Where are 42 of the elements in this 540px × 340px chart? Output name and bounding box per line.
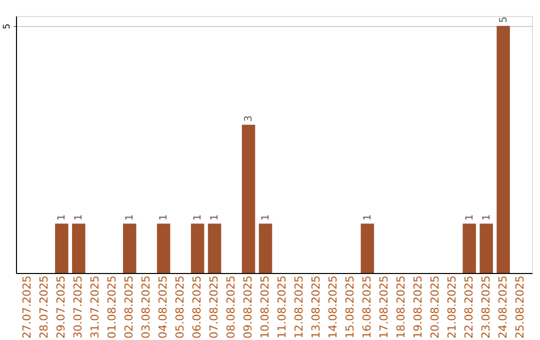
x-tick-label: 05.08.2025 — [174, 276, 187, 338]
x-tick-label: 27.07.2025 — [20, 276, 34, 338]
x-tick-label: 23.08.2025 — [479, 276, 492, 338]
x-tick-label: 11.08.2025 — [275, 276, 288, 338]
x-tick-label: 22.08.2025 — [462, 276, 476, 338]
x-tick-label: 16.08.2025 — [360, 276, 374, 338]
x-tick-label: 14.08.2025 — [326, 276, 340, 338]
data-label: 3 — [244, 115, 255, 122]
data-label: 1 — [56, 214, 68, 221]
x-tick-label: 30.07.2025 — [72, 276, 85, 338]
x-tick-label: 13.08.2025 — [309, 276, 322, 338]
x-tick-label: 10.08.2025 — [258, 276, 272, 338]
x-tick-label: 09.08.2025 — [242, 276, 255, 338]
x-tick-label: 28.07.2025 — [38, 276, 51, 338]
x-tick-label: 25.08.2025 — [513, 276, 526, 338]
x-tick-label: 03.08.2025 — [140, 276, 153, 338]
data-label: 1 — [74, 214, 85, 221]
data-label: 1 — [210, 214, 221, 221]
x-tick-label: 29.07.2025 — [54, 276, 68, 338]
x-tick-label: 21.08.2025 — [445, 276, 458, 338]
x-tick-label: 06.08.2025 — [190, 276, 204, 338]
x-tick-label: 01.08.2025 — [106, 276, 119, 338]
x-tick-label: 12.08.2025 — [292, 276, 306, 338]
x-tick-label: 02.08.2025 — [122, 276, 136, 338]
x-tick-label: 20.08.2025 — [428, 276, 442, 338]
x-tick-label: 04.08.2025 — [156, 276, 170, 338]
data-label: 1 — [481, 214, 492, 221]
x-tick-label: 15.08.2025 — [343, 276, 356, 338]
data-label: 1 — [464, 214, 476, 221]
data-label: 5 — [498, 16, 510, 23]
data-label: 1 — [192, 214, 204, 221]
x-tick-label: 08.08.2025 — [224, 276, 238, 338]
x-tick-label: 19.08.2025 — [411, 276, 424, 338]
data-label: 1 — [124, 214, 136, 221]
x-tick-label: 18.08.2025 — [394, 276, 408, 338]
data-label: 1 — [260, 214, 272, 221]
x-tick-label: 07.08.2025 — [208, 276, 221, 338]
x-tick-label: 24.08.2025 — [496, 276, 510, 338]
x-tick-label: 17.08.2025 — [377, 276, 390, 338]
data-label: 1 — [158, 214, 170, 221]
x-tick-label: 31.07.2025 — [88, 276, 102, 338]
data-label: 1 — [362, 214, 374, 221]
